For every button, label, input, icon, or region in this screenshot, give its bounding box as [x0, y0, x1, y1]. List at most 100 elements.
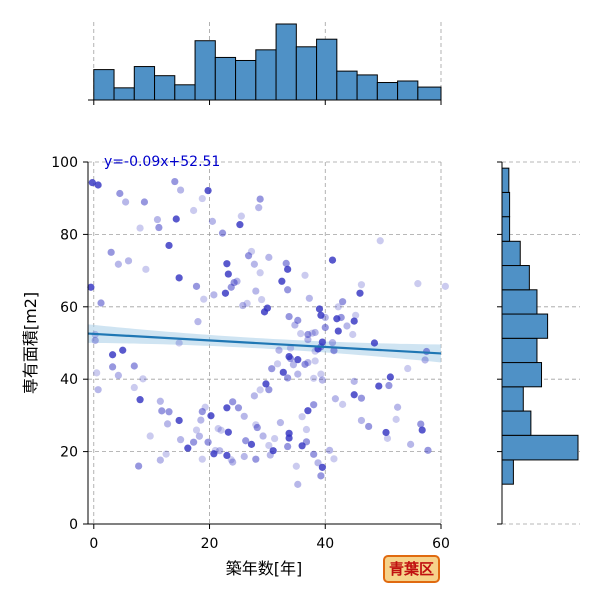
scatter-point — [240, 452, 248, 461]
right-hist-bar — [501, 459, 514, 485]
scatter-point — [317, 370, 325, 378]
scatter-point — [214, 425, 222, 433]
scatter-point — [259, 432, 267, 440]
scatter-point — [418, 426, 426, 434]
scatter-point — [286, 344, 295, 352]
scatter-point — [130, 362, 138, 370]
scatter-point — [195, 432, 203, 440]
scatter-point — [198, 407, 206, 416]
scatter-point — [171, 177, 179, 186]
scatter-point — [273, 360, 282, 368]
scatter-point — [242, 437, 250, 445]
scatter-point — [176, 186, 185, 194]
scatter-point — [318, 338, 326, 346]
scatter-point — [269, 447, 277, 455]
scatter-point — [165, 241, 173, 250]
scatter-point — [94, 386, 102, 394]
scatter-point — [201, 403, 209, 411]
scatter-point — [263, 304, 271, 312]
right-hist-bar — [501, 434, 579, 461]
scatter-point — [285, 312, 293, 321]
scatter-point — [318, 463, 326, 471]
scatter-point — [107, 248, 115, 256]
scatter-point — [142, 265, 150, 273]
scatter-point — [333, 315, 341, 323]
scatter-point — [304, 330, 312, 339]
scatter-point — [284, 442, 292, 451]
scatter-point — [310, 374, 318, 382]
scatter-point — [207, 412, 215, 420]
scatter-point — [243, 299, 251, 307]
fit-line-layer — [87, 332, 442, 355]
scatter-point — [116, 189, 124, 198]
scatter-point — [176, 436, 185, 444]
scatter-point — [392, 415, 400, 423]
scatter-point — [339, 298, 347, 306]
scatter-point — [256, 195, 264, 203]
scatter-point — [256, 386, 264, 394]
top-hist-bar — [376, 82, 399, 101]
scatter-point — [135, 462, 143, 470]
scatter-point — [305, 294, 313, 302]
scatter-point — [294, 480, 302, 488]
top-hist-bar — [275, 23, 297, 101]
scatter-point — [407, 440, 415, 448]
y-tick-label: 40 — [60, 372, 78, 388]
scatter-point — [204, 186, 212, 195]
scatter-point — [223, 260, 231, 268]
scatter-point — [240, 412, 248, 420]
scatter-point — [252, 421, 260, 429]
scatter-point — [163, 420, 172, 428]
scatter-point — [124, 257, 133, 265]
scatter-point — [265, 441, 273, 450]
scatter-point — [136, 224, 144, 232]
scatter-point — [317, 472, 325, 480]
right-hist-bar — [501, 191, 511, 218]
scatter-point — [375, 382, 383, 390]
scatter-point — [190, 206, 198, 215]
scatter-point — [386, 373, 394, 381]
top-hist-bar — [194, 40, 216, 101]
scatter-point — [229, 458, 237, 466]
scatter-point — [94, 181, 102, 189]
scatter-point — [253, 423, 261, 432]
scatter-point — [200, 295, 208, 303]
scatter-point — [258, 295, 266, 304]
scatter-point — [357, 394, 366, 402]
scatter-point — [376, 237, 384, 245]
scatter-point — [114, 371, 122, 379]
scatter-point — [114, 260, 122, 268]
scatter-point — [350, 377, 358, 385]
scatter-point — [175, 274, 183, 282]
scatter-point — [339, 400, 347, 408]
right-hist-bar — [501, 313, 549, 339]
scatter-point — [292, 462, 300, 470]
scatter-point — [385, 381, 393, 390]
scatter-point — [262, 380, 270, 388]
scatter-point — [210, 291, 218, 299]
top-hist-bar — [417, 86, 442, 101]
scatter-point — [265, 386, 273, 394]
scatter-point — [352, 311, 360, 319]
scatter-point — [234, 404, 243, 412]
top-histogram — [93, 23, 442, 101]
scatter-point — [190, 438, 198, 446]
top-hist-bar — [316, 38, 338, 101]
top-hist-bar — [397, 80, 419, 101]
scatter-point — [294, 356, 302, 364]
scatter-point — [122, 198, 130, 206]
scatter-point — [256, 269, 264, 277]
scatter-point — [158, 407, 166, 415]
scatter-point — [172, 215, 180, 223]
scatter-point — [314, 459, 322, 467]
scatter-point — [404, 364, 412, 373]
scatter-point — [282, 259, 290, 267]
scatter-point — [298, 413, 306, 421]
y-tick-label: 0 — [69, 517, 78, 533]
scatter-point — [311, 328, 319, 337]
right-hist-bar — [501, 167, 510, 193]
x-tick-label: 20 — [201, 536, 219, 552]
scatter-point — [414, 280, 422, 288]
